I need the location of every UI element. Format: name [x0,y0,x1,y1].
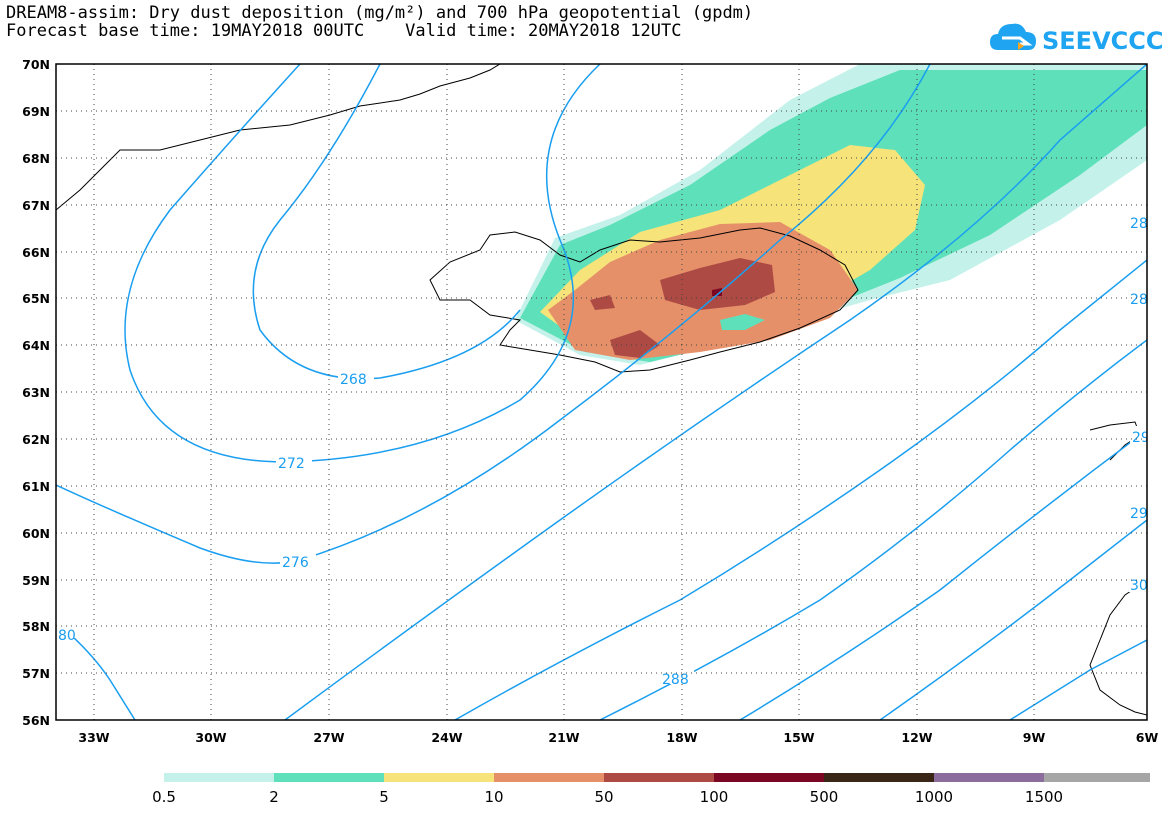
colorbar-swatch [164,773,274,782]
svg-text:SEEVCCC: SEEVCCC [1042,27,1164,55]
graticule [56,64,1147,720]
lat-label: 67N [22,198,50,213]
lat-label: 63N [22,385,50,400]
lon-label: 21W [548,730,579,745]
chart-title: DREAM8-assim: Dry dust deposition (mg/m²… [6,3,754,23]
lon-label: 6W [1136,730,1159,745]
lon-label: 24W [431,730,462,745]
colorbar-swatch [934,773,1044,782]
geopotential-contours [56,64,1147,720]
colorbar-swatch [274,773,384,782]
contour-276 [56,64,931,564]
contour-304 [1009,639,1147,720]
lat-label: 56N [22,713,50,728]
contour-268 [252,64,521,380]
contour-label: 29 [1132,430,1150,446]
contour-label: 28 [1130,216,1148,232]
dust-band-50c [590,295,615,310]
contour-label: 276 [282,555,309,571]
contour-label: 28 [1130,292,1148,308]
contour-label: 30 [1130,578,1148,594]
lat-label: 59N [22,573,50,588]
contour-label: 268 [340,372,367,388]
colorbar-label: 1000 [914,788,954,806]
colorbar-swatch [714,773,824,782]
colorbar-label: 5 [379,788,389,806]
chart-subtitle: Forecast base time: 19MAY2018 00UTC Vali… [6,21,682,41]
iceland-coastline [429,227,859,373]
colorbar-label: 1500 [1024,788,1064,806]
contour-label: 29 [1130,506,1148,522]
lon-label: 27W [313,730,344,745]
colorbar-label: 500 [809,788,839,806]
plot-frame [55,63,1148,721]
lat-label: 68N [22,151,50,166]
lon-label: 30W [195,730,226,745]
lon-label: 15W [783,730,814,745]
colorbar-label: 10 [484,788,504,806]
lat-label: 66N [22,245,50,260]
contour-284 [284,64,1147,720]
lat-label: 65N [22,291,50,306]
colorbar-label: 2 [269,788,279,806]
dust-band-100 [712,288,722,296]
contour-label: 80 [58,628,76,644]
lat-axis-labels: 70N 69N 68N 67N 66N 65N 64N 63N 62N 61N … [22,57,50,728]
lat-label: 70N [22,57,50,72]
contour-292 [599,339,1147,720]
lat-label: 61N [22,479,50,494]
lon-label: 12W [901,730,932,745]
cloud-icon [990,23,1036,50]
colorbar-label: 100 [699,788,729,806]
scotland-coastline [1089,579,1147,716]
contour-300 [879,519,1147,720]
contour-label: 288 [662,672,689,688]
colorbar-swatch [824,773,934,782]
colorbar-swatch [384,773,494,782]
lat-label: 62N [22,432,50,447]
contour-288 [454,259,1147,720]
contour-label: 272 [278,456,305,472]
lon-axis-labels: 33W 30W 27W 24W 21W 18W 15W 12W 9W 6W [78,730,1158,745]
seevccc-logo: SEEVCCC [990,23,1164,55]
lat-label: 60N [22,526,50,541]
lon-label: 18W [666,730,697,745]
lon-label: 33W [78,730,109,745]
lat-label: 64N [22,338,50,353]
lat-label: 58N [22,619,50,634]
colorbar-swatch [604,773,714,782]
dust-band-50 [660,258,775,310]
lat-label: 69N [22,104,50,119]
greenland-coastline [56,64,501,211]
colorbar-label: 50 [594,788,614,806]
colorbar-swatch [494,773,604,782]
contour-296 [739,429,1147,720]
lat-label: 57N [22,666,50,681]
dust-band-50b [610,330,660,358]
colorbar-label: 0.5 [152,788,176,806]
dust-band-2-inner [720,314,765,330]
colorbar-swatch [1044,773,1150,782]
lon-label: 9W [1023,730,1046,745]
